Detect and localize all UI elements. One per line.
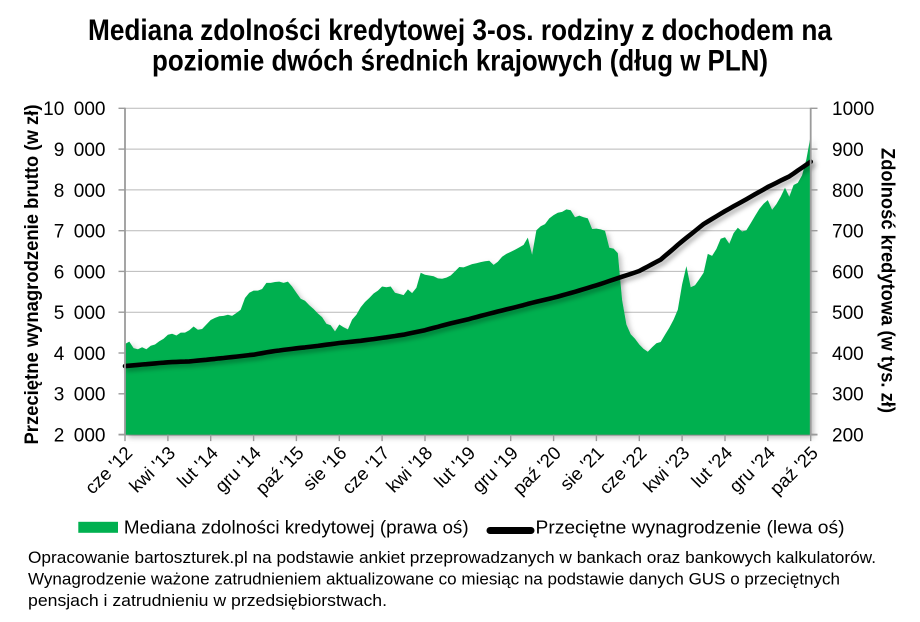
svg-text:9 000: 9 000	[54, 140, 106, 161]
svg-text:400: 400	[832, 344, 864, 365]
svg-text:600: 600	[832, 262, 864, 283]
svg-text:Przeciętne wynagrodzenie brutt: Przeciętne wynagrodzenie brutto (w zł)	[21, 105, 43, 445]
svg-text:poziomie dwóch średnich krajow: poziomie dwóch średnich krajowych (dług …	[152, 44, 768, 77]
svg-text:5 000: 5 000	[54, 303, 106, 324]
svg-text:Opracowanie bartoszturek.pl na: Opracowanie bartoszturek.pl na podstawie…	[28, 548, 876, 567]
svg-text:1000: 1000	[832, 99, 874, 120]
svg-text:200: 200	[832, 426, 864, 447]
svg-text:300: 300	[832, 385, 864, 406]
svg-text:2 000: 2 000	[54, 426, 106, 447]
svg-text:900: 900	[832, 140, 864, 161]
svg-text:10 000: 10 000	[43, 99, 105, 120]
svg-text:Przeciętne wynagrodzenie (lewa: Przeciętne wynagrodzenie (lewa oś)	[536, 518, 845, 538]
svg-text:500: 500	[832, 303, 864, 324]
svg-text:700: 700	[832, 222, 864, 243]
svg-text:Wynagrodzenie ważone zatrudnie: Wynagrodzenie ważone zatrudnieniem aktua…	[28, 569, 840, 588]
svg-text:6 000: 6 000	[54, 262, 106, 283]
svg-text:7 000: 7 000	[54, 222, 106, 243]
svg-text:3 000: 3 000	[54, 385, 106, 406]
svg-text:Mediana zdolności kredytowej 3: Mediana zdolności kredytowej 3-os. rodzi…	[88, 14, 832, 47]
svg-text:4 000: 4 000	[54, 344, 106, 365]
svg-text:800: 800	[832, 181, 864, 202]
svg-text:pensjach i zatrudnieniu w prze: pensjach i zatrudnieniu w przedsiębiorst…	[28, 591, 387, 610]
svg-text:8 000: 8 000	[54, 181, 106, 202]
svg-text:Zdolność kredytowa (w tys. zł): Zdolność kredytowa (w tys. zł)	[877, 148, 899, 413]
svg-text:Mediana zdolności kredytowej (: Mediana zdolności kredytowej (prawa oś)	[124, 518, 469, 538]
